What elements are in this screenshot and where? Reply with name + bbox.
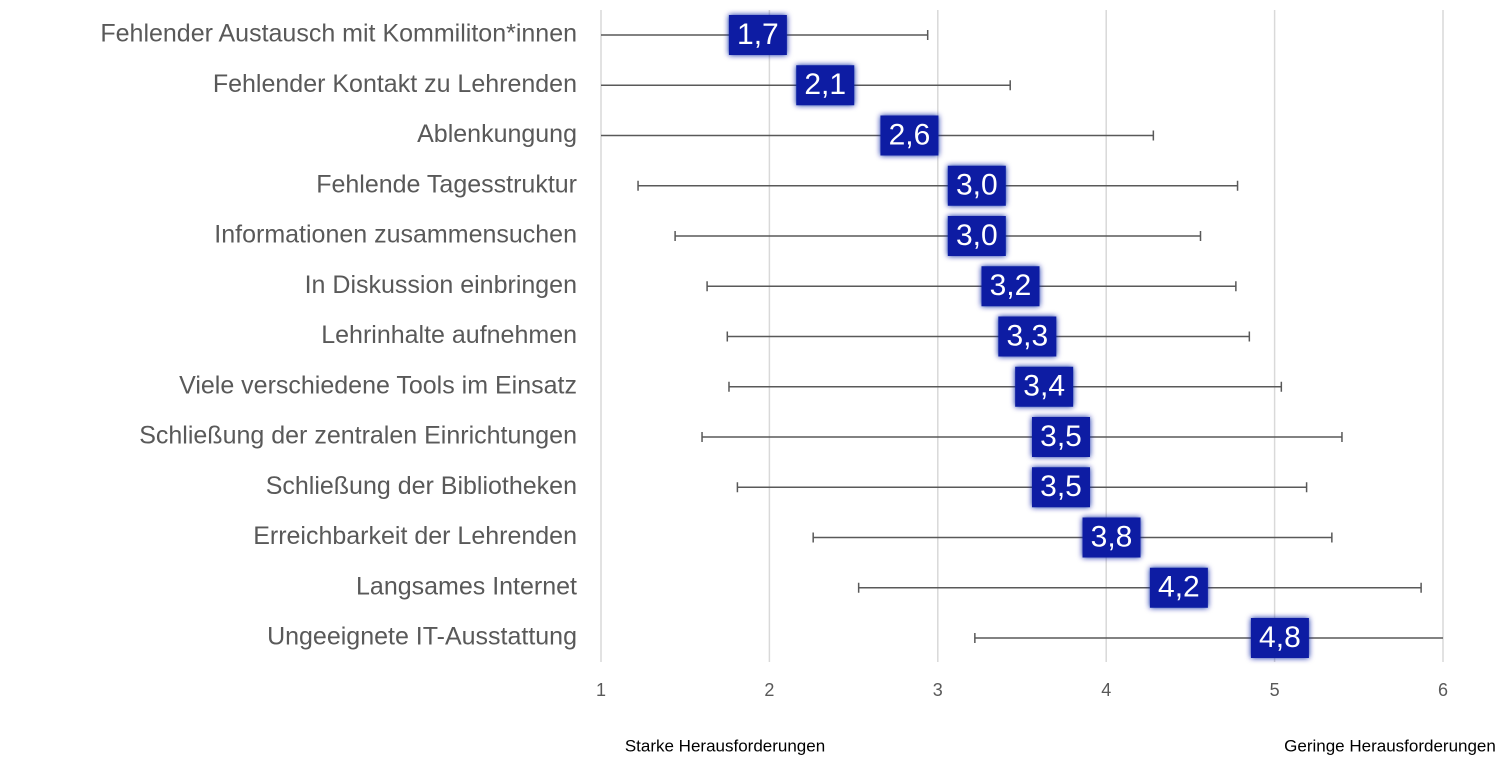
value-box [1149, 567, 1208, 608]
error-bar [728, 381, 1283, 392]
x-tick-label: 2 [764, 680, 774, 700]
value-box [880, 115, 939, 156]
value-box [796, 65, 855, 106]
error-bar [706, 281, 1237, 292]
category-label: Fehlender Kontakt zu Lehrenden [213, 70, 577, 98]
value-label: 3,3 [1006, 319, 1048, 352]
error-bar [736, 482, 1308, 493]
error-bar [601, 130, 1155, 141]
error-bar [812, 532, 1333, 543]
value-box [947, 165, 1006, 206]
category-label: Viele verschiedene Tools im Einsatz [179, 371, 577, 399]
value-label: 1,7 [737, 18, 779, 51]
value-box [1015, 366, 1074, 407]
error-bar [701, 432, 1343, 442]
error-bar [974, 633, 1443, 643]
x-tick-label: 3 [933, 680, 943, 700]
x-tick-label: 5 [1270, 680, 1280, 700]
category-label: Langsames Internet [356, 572, 577, 600]
category-label: Schließung der zentralen Einrichtungen [139, 422, 577, 450]
value-label: 3,5 [1040, 470, 1082, 503]
error-bar [857, 582, 1422, 593]
category-label: Erreichbarkeit der Lehrenden [253, 522, 577, 550]
value-box [1082, 517, 1141, 558]
axis-annotation: Geringe Herausforderungen [1284, 736, 1496, 755]
category-label: Fehlender Austausch mit Kommiliton*innen [100, 20, 577, 48]
value-label: 3,0 [956, 219, 998, 252]
value-box [998, 316, 1057, 357]
value-label: 3,4 [1023, 370, 1065, 403]
category-label: In Diskussion einbringen [305, 271, 577, 299]
value-box [1250, 618, 1309, 658]
value-label: 3,5 [1040, 420, 1082, 453]
value-label: 2,1 [804, 68, 846, 101]
category-label: Lehrinhalte aufnehmen [321, 321, 577, 349]
category-label: Informationen zusammensuchen [214, 221, 577, 249]
category-label: Ungeeignete IT-Ausstattung [267, 623, 577, 651]
category-label: Ablenkungung [417, 120, 577, 148]
error-bar [674, 231, 1202, 241]
value-label: 4,2 [1158, 571, 1200, 604]
value-label: 4,8 [1259, 621, 1301, 654]
axis-annotation: Starke Herausforderungen [625, 736, 825, 755]
x-tick-label: 6 [1438, 680, 1448, 700]
value-box [728, 15, 787, 55]
category-label: Schließung der Bibliotheken [266, 472, 577, 500]
value-label: 3,8 [1091, 520, 1133, 553]
value-label: 2,6 [889, 118, 931, 151]
value-box [1032, 417, 1090, 457]
x-tick-label: 1 [596, 680, 606, 700]
category-label: Fehlende Tagesstruktur [316, 170, 577, 198]
value-label: 3,0 [956, 169, 998, 202]
value-box [981, 266, 1040, 307]
error-bar [726, 331, 1251, 342]
value-box [947, 216, 1006, 256]
value-label: 3,2 [990, 269, 1032, 302]
value-box [1032, 467, 1090, 508]
error-bar [637, 180, 1239, 191]
x-tick-label: 4 [1101, 680, 1111, 700]
